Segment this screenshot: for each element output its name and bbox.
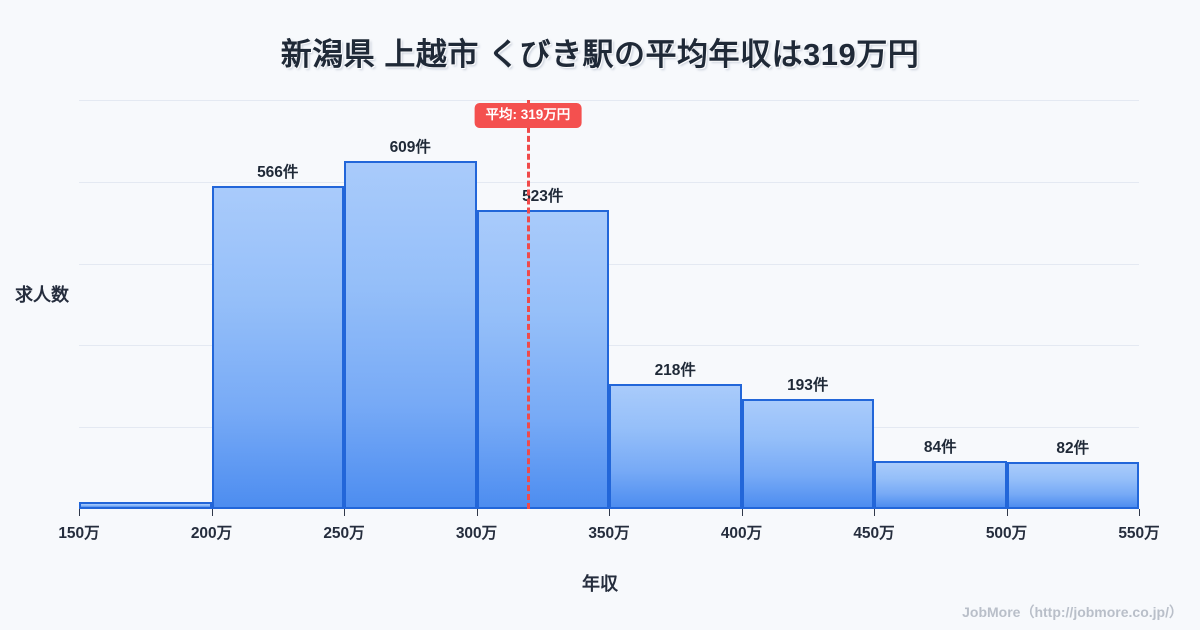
average-line [526,100,530,509]
bar[interactable] [79,502,212,509]
bar-value-label: 609件 [389,139,431,157]
x-axis-tick [344,509,345,516]
x-axis-tick-label: 300万 [455,525,498,542]
x-axis-tick [609,509,610,516]
plot-area: 566件 609件 523件 218件 193件 84件 82件 [79,100,1139,509]
x-axis-tick-label: 250万 [323,525,365,542]
x-axis-tick [79,509,80,516]
x-axis-tick-label: 200万 [190,525,233,542]
x-axis-tick-label: 400万 [720,525,763,542]
bar[interactable] [476,210,609,509]
gridline [79,182,1139,183]
bar[interactable] [874,461,1007,509]
gridline [79,100,1139,101]
x-axis-tick-label: 350万 [588,525,630,542]
x-axis-tick [1006,509,1008,516]
x-axis-tick-label: 500万 [985,525,1028,542]
x-axis-tick [211,509,213,516]
bar-value-label: 193件 [787,376,829,394]
x-axis-tick [741,509,743,516]
y-axis-title: 求人数 [15,285,69,305]
bar[interactable] [609,384,742,509]
bar[interactable] [344,161,477,509]
average-badge: 平均: 319万円 [474,103,582,128]
x-axis-tick-label: 450万 [853,525,895,542]
watermark: JobMore（http://jobmore.co.jp/） [962,604,1183,620]
x-axis-tick [476,509,478,516]
bar-value-label: 84件 [923,439,957,457]
x-axis-tick-label: 150万 [58,525,100,542]
gridline [79,345,1139,346]
bar-value-label: 523件 [522,188,564,206]
bar[interactable] [741,398,874,509]
bar[interactable] [211,185,344,509]
bar-value-label: 218件 [654,362,696,380]
gridline [79,264,1139,265]
x-axis-tick [874,509,875,516]
x-axis-tick [1139,509,1140,516]
x-axis-tick-label: 550万 [1118,525,1160,542]
x-axis-title: 年収 [582,574,618,594]
bar[interactable] [1006,462,1139,509]
page-title: 新潟県 上越市 くびき駅の平均年収は319万円 [280,37,920,72]
bar-value-label: 82件 [1056,440,1090,458]
bar-value-label: 566件 [257,163,299,181]
